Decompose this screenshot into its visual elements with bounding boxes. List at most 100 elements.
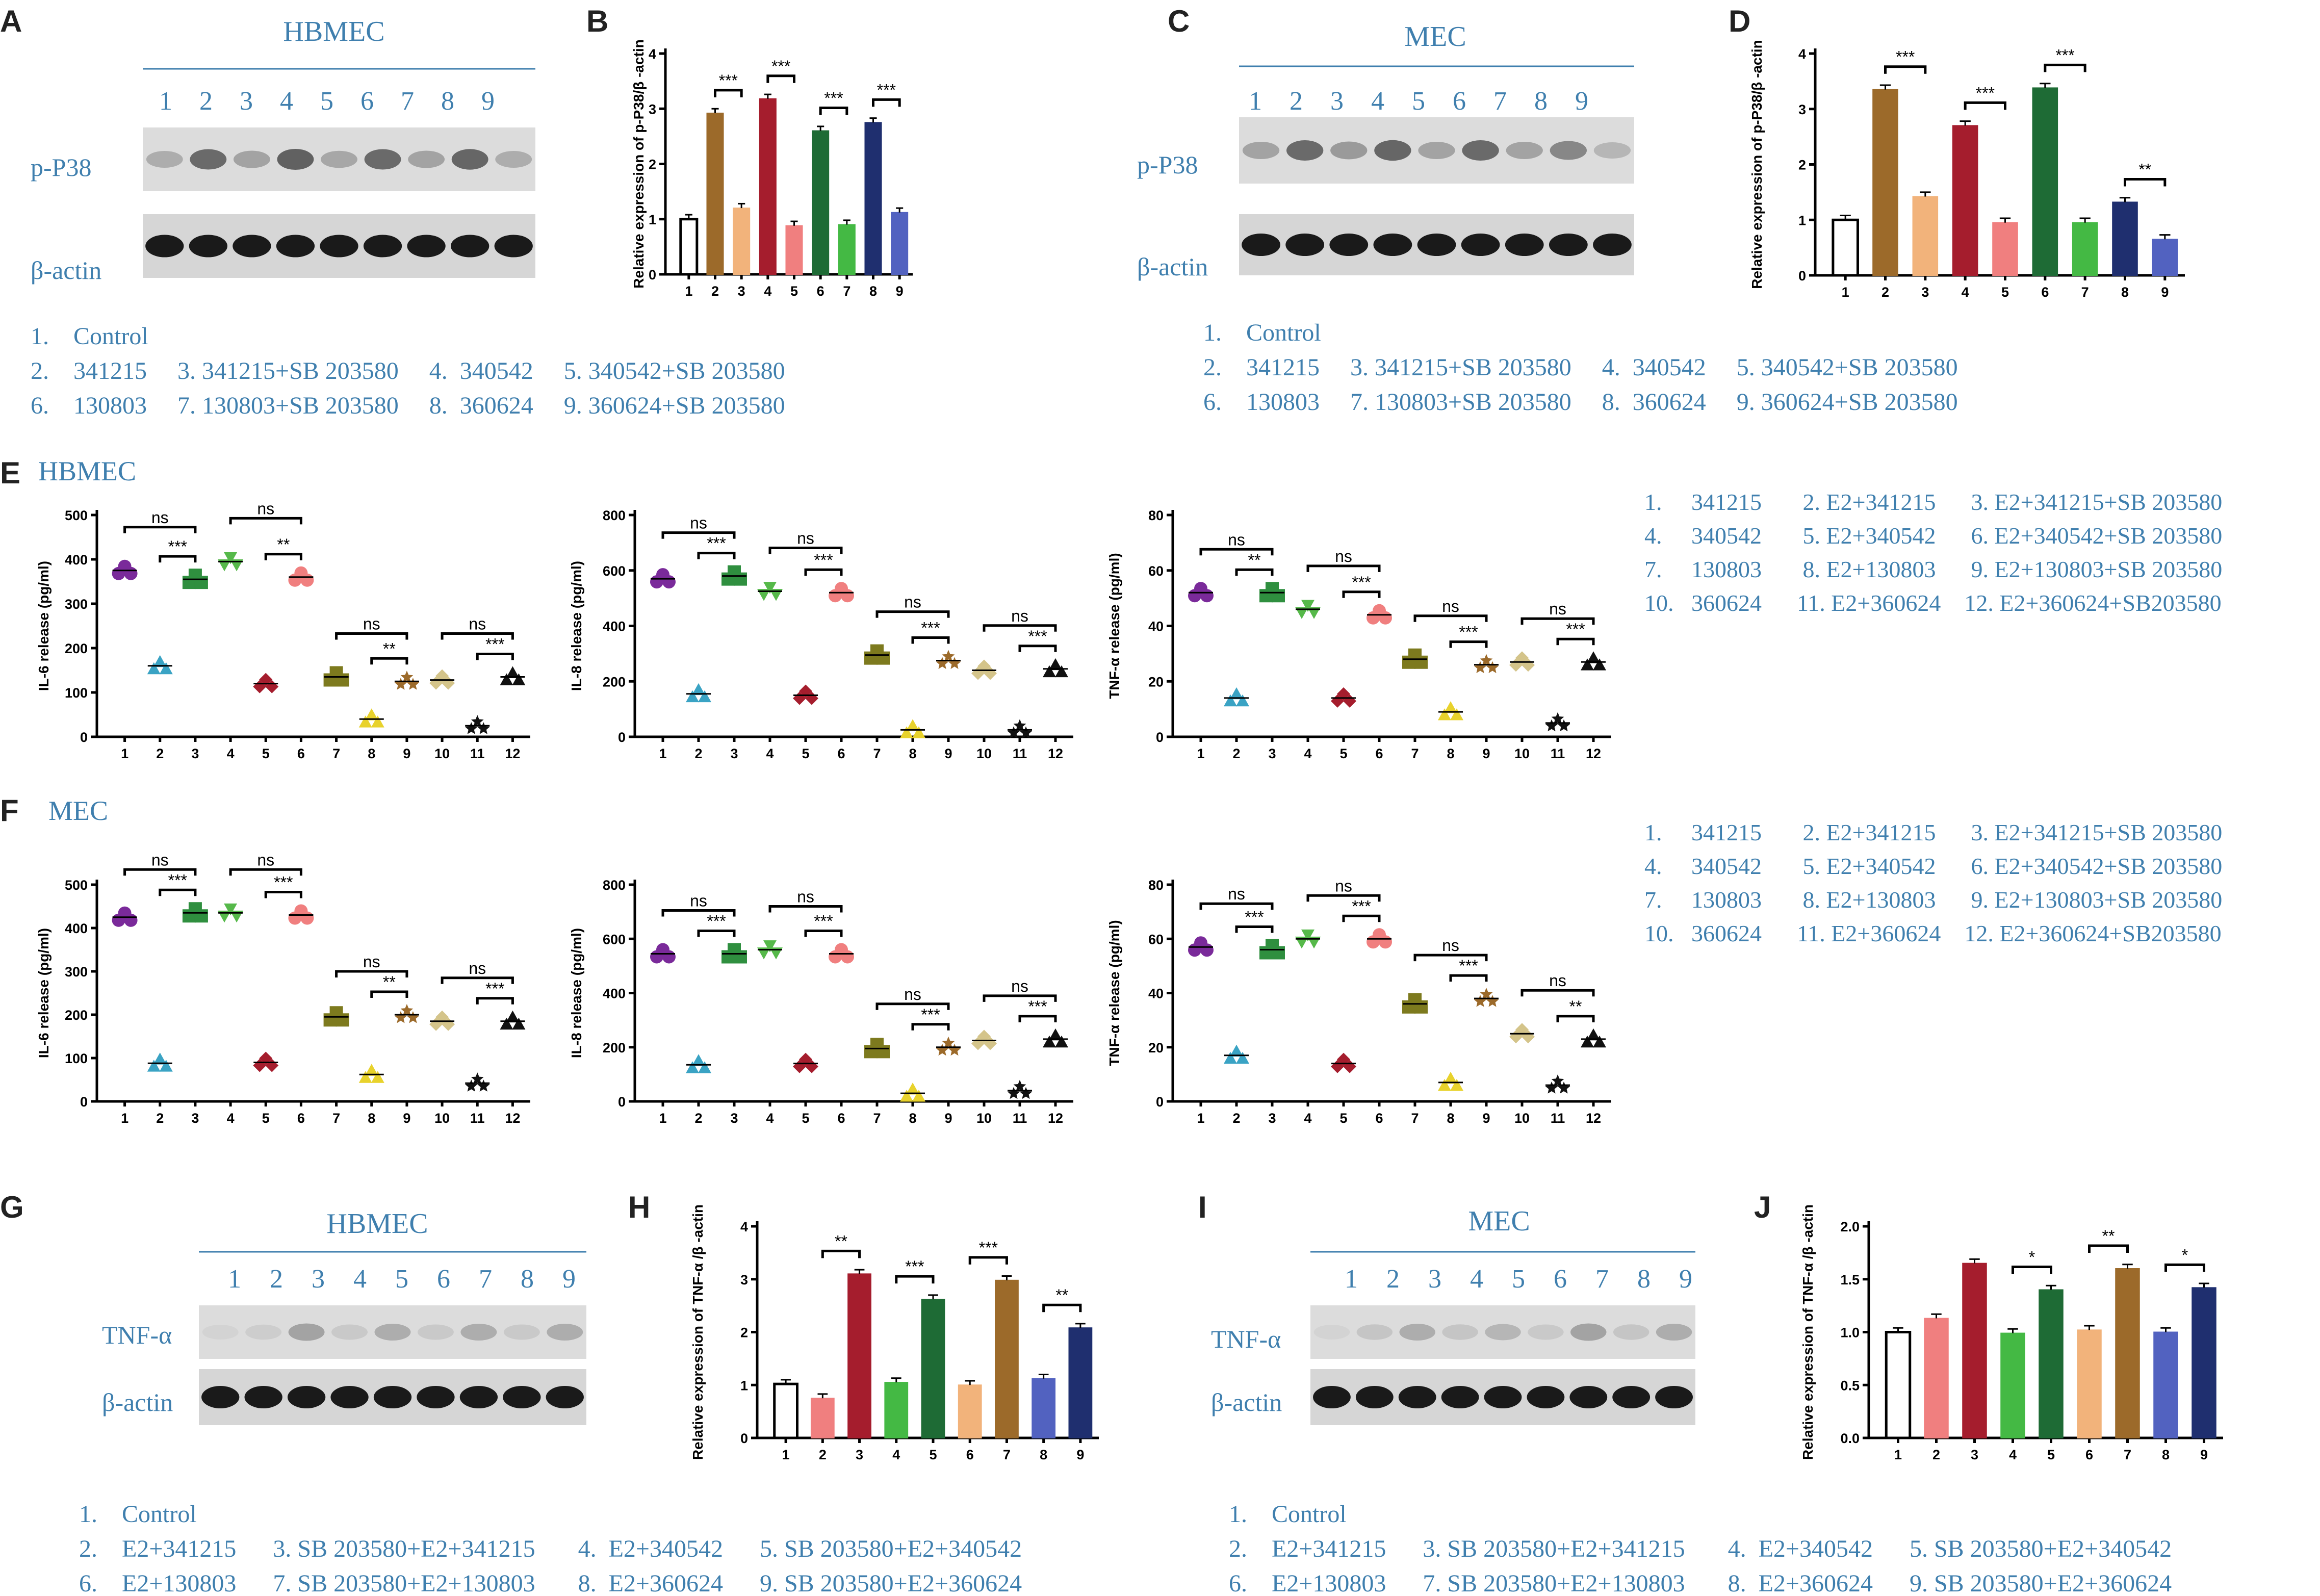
significance-label: ns	[1549, 971, 1566, 990]
scatter-legend-line: 7. 130803 8. E2+130803 9. E2+130803+SB 2…	[1644, 887, 2222, 913]
significance-label: ***	[707, 534, 726, 553]
data-point	[471, 715, 484, 727]
scatter-legend-line: 10. 360624 11. E2+360624 12. E2+360624+S…	[1644, 920, 2222, 946]
bar	[921, 1299, 945, 1439]
actin-band	[373, 1386, 412, 1408]
bar	[679, 218, 699, 276]
bar	[2077, 1329, 2102, 1439]
data-point	[1301, 600, 1314, 612]
significance-bracket	[335, 970, 408, 977]
section-label-mec: MEC	[48, 795, 108, 826]
data-point	[1007, 726, 1020, 738]
data-point	[465, 722, 478, 734]
actin-band	[1441, 1386, 1479, 1408]
bar	[864, 122, 882, 275]
bar	[2000, 1332, 2025, 1438]
data-point	[371, 1071, 384, 1083]
y-tick-label: 500	[65, 878, 88, 893]
actin-band	[1285, 234, 1325, 256]
lane-number: 5	[320, 87, 333, 116]
significance-bracket	[159, 555, 197, 563]
bar	[706, 112, 724, 275]
significance-bracket	[661, 531, 736, 539]
x-tick-label: 4	[766, 746, 774, 761]
significance-label: ns	[257, 851, 274, 869]
y-tick-label: 0	[649, 267, 656, 282]
data-point	[358, 715, 372, 728]
actin-band	[494, 235, 533, 258]
blot-legend-line: 6. E2+130803 7. SB 203580+E2+130803 8. E…	[1229, 1570, 2172, 1596]
significance-bracket	[1018, 645, 1057, 652]
x-tick-label: 11	[470, 746, 485, 761]
significance-label: ***	[771, 57, 790, 75]
x-tick-label: 10	[434, 1111, 450, 1126]
data-point	[512, 673, 526, 685]
bar	[2152, 239, 2178, 276]
y-tick-label: 4	[740, 1219, 748, 1234]
significance-label: ns	[469, 959, 486, 977]
significance-bracket	[1964, 101, 2006, 110]
significance-bracket	[1520, 989, 1595, 997]
significance-bracket	[1235, 568, 1274, 576]
data-point	[1230, 687, 1243, 700]
significance-label: ***	[921, 1006, 940, 1024]
x-tick-label: 1	[659, 746, 666, 761]
significance-bracket	[2012, 1266, 2052, 1274]
significance-bracket	[895, 1275, 935, 1284]
blot-row-label: TNF-α	[1211, 1325, 1281, 1353]
x-tick-label: 2	[1232, 1111, 1240, 1126]
y-axis-label: Relative expression of p-P38/β -actin	[631, 39, 647, 289]
x-tick-label: 8	[1040, 1447, 1047, 1462]
protein-band	[202, 1325, 239, 1340]
protein-band	[1593, 142, 1631, 159]
protein-band	[408, 150, 445, 168]
x-tick-label: 6	[2041, 285, 2049, 300]
y-tick-label: 300	[65, 597, 88, 612]
y-tick-label: 80	[1148, 508, 1164, 523]
y-tick-label: 0	[740, 1431, 748, 1446]
significance-bracket	[661, 909, 736, 917]
bar	[1872, 89, 1898, 276]
chart-D-1: 0 1 2 3 4 Relative expression of p-P38/β -act…	[1749, 40, 2185, 300]
actin-band	[1484, 1386, 1522, 1408]
bar	[1885, 1331, 1912, 1439]
significance-bracket	[911, 1023, 950, 1031]
data-point	[1236, 1051, 1249, 1064]
significance-bracket	[1449, 640, 1488, 648]
significance-bracket	[476, 653, 514, 660]
protein-band	[1485, 1324, 1521, 1341]
x-tick-label: 3	[738, 284, 745, 299]
y-tick-label: 20	[1148, 1040, 1164, 1056]
protein-band	[1462, 140, 1499, 161]
actin-band	[1417, 234, 1456, 256]
x-tick-label: 3	[1268, 746, 1276, 761]
x-tick-label: 4	[1962, 285, 1969, 300]
significance-label: ***	[877, 81, 896, 99]
significance-label: ns	[1228, 885, 1245, 903]
panel-letter-E: E	[0, 456, 20, 490]
x-tick-label: 3	[191, 1111, 199, 1126]
bar	[1952, 125, 1978, 276]
data-point	[1013, 719, 1026, 731]
significance-label: *	[2182, 1246, 2188, 1264]
significance-label: ***	[1352, 573, 1371, 591]
x-tick-label: 9	[944, 1111, 952, 1126]
data-point	[147, 662, 161, 675]
significance-bracket	[872, 98, 901, 107]
blot-row-label: β-actin	[1211, 1388, 1282, 1417]
x-tick-label: 5	[802, 746, 809, 761]
data-point	[394, 1011, 407, 1023]
data-point	[686, 1061, 699, 1073]
panel-letter-J: J	[1754, 1190, 1771, 1224]
y-tick-label: 200	[65, 1008, 88, 1023]
significance-label: **	[277, 535, 290, 554]
x-tick-label: 4	[892, 1447, 900, 1462]
actin-band	[330, 1386, 369, 1408]
protein-band	[451, 149, 488, 170]
blot-legend-line: 2. E2+341215 3. SB 203580+E2+341215 4. E…	[1229, 1535, 2172, 1562]
actin-band	[233, 235, 271, 258]
x-tick-label: 1	[121, 1111, 128, 1126]
x-tick-label: 12	[505, 1111, 520, 1126]
